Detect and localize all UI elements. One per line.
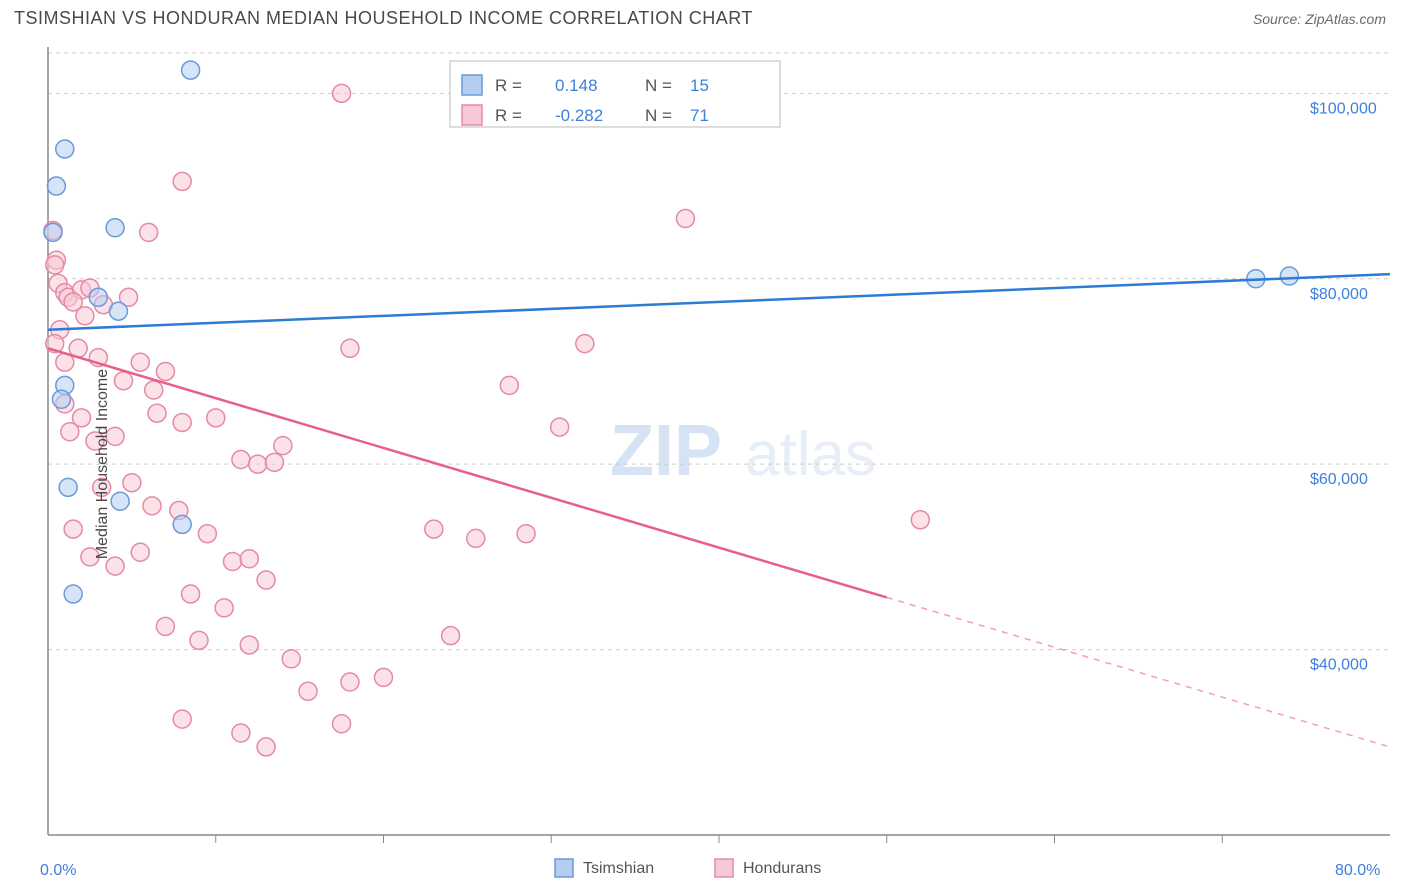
bottom-legend-label: Tsimshian: [583, 860, 654, 877]
chart-source: Source: ZipAtlas.com: [1253, 11, 1386, 27]
scatter-point: [111, 492, 129, 510]
legend-n-value: 15: [690, 76, 709, 95]
x-min-label: 0.0%: [40, 862, 76, 879]
scatter-point: [173, 413, 191, 431]
scatter-point: [375, 668, 393, 686]
scatter-point: [676, 210, 694, 228]
scatter-point: [182, 585, 200, 603]
scatter-point: [341, 339, 359, 357]
scatter-point: [106, 219, 124, 237]
scatter-point: [89, 288, 107, 306]
scatter-point: [145, 381, 163, 399]
y-tick-label: $60,000: [1310, 471, 1368, 488]
scatter-point: [500, 376, 518, 394]
scatter-point: [148, 404, 166, 422]
scatter-point: [1280, 267, 1298, 285]
scatter-point: [44, 223, 62, 241]
legend-swatch: [462, 75, 482, 95]
scatter-point: [215, 599, 233, 617]
scatter-point: [257, 571, 275, 589]
scatter-point: [173, 172, 191, 190]
watermark-zip: ZIP: [610, 411, 722, 491]
scatter-point: [282, 650, 300, 668]
scatter-point: [123, 474, 141, 492]
scatter-point: [207, 409, 225, 427]
bottom-legend-swatch: [715, 859, 733, 877]
scatter-point: [52, 390, 70, 408]
watermark-atlas: atlas: [745, 420, 876, 489]
scatter-point: [467, 529, 485, 547]
scatter-point: [341, 673, 359, 691]
legend-n-value: 71: [690, 106, 709, 125]
scatter-point: [232, 724, 250, 742]
scatter-point: [131, 353, 149, 371]
scatter-point: [274, 437, 292, 455]
scatter-point: [333, 84, 351, 102]
legend-n-label: N =: [645, 76, 672, 95]
scatter-chart: ZIP atlas $40,000 $60,000 $80,000 $100,000 0.0…: [0, 35, 1406, 893]
scatter-point: [299, 682, 317, 700]
y-axis-label: Median Household Income: [94, 369, 112, 559]
source-prefix: Source:: [1253, 11, 1305, 27]
scatter-point: [249, 455, 267, 473]
scatter-point: [425, 520, 443, 538]
legend-r-label: R =: [495, 76, 522, 95]
scatter-point: [56, 140, 74, 158]
scatter-point: [76, 307, 94, 325]
scatter-point: [106, 557, 124, 575]
scatter-point: [173, 710, 191, 728]
scatter-point: [265, 453, 283, 471]
scatter-point: [173, 515, 191, 533]
scatter-point: [156, 617, 174, 635]
scatter-point: [47, 177, 65, 195]
y-tick-label: $40,000: [1310, 657, 1368, 674]
scatter-point: [64, 520, 82, 538]
scatter-point: [232, 451, 250, 469]
scatter-point: [911, 511, 929, 529]
chart-title: TSIMSHIAN VS HONDURAN MEDIAN HOUSEHOLD I…: [14, 8, 753, 29]
scatter-point: [131, 543, 149, 561]
trend-line: [48, 274, 1390, 330]
scatter-point: [198, 525, 216, 543]
legend-n-label: N =: [645, 106, 672, 125]
scatter-point: [140, 223, 158, 241]
scatter-point: [46, 256, 64, 274]
chart-container: Median Household Income ZIP atlas $40,000 $…: [0, 35, 1406, 893]
y-tick-label: $100,000: [1310, 100, 1377, 117]
bottom-legend-label: Hondurans: [743, 860, 821, 877]
bottom-legend-swatch: [555, 859, 573, 877]
scatter-point: [114, 372, 132, 390]
scatter-point: [240, 636, 258, 654]
legend-r-value: -0.282: [555, 106, 603, 125]
scatter-point: [224, 553, 242, 571]
scatter-point: [143, 497, 161, 515]
scatter-point: [240, 550, 258, 568]
scatter-point: [576, 335, 594, 353]
scatter-point: [156, 362, 174, 380]
scatter-point: [333, 715, 351, 733]
scatter-point: [64, 585, 82, 603]
scatter-point: [551, 418, 569, 436]
legend-r-label: R =: [495, 106, 522, 125]
scatter-point: [190, 631, 208, 649]
y-tick-label: $80,000: [1310, 286, 1368, 303]
legend-r-value: 0.148: [555, 76, 598, 95]
chart-header: TSIMSHIAN VS HONDURAN MEDIAN HOUSEHOLD I…: [0, 0, 1406, 35]
scatter-point: [61, 423, 79, 441]
x-max-label: 80.0%: [1335, 862, 1380, 879]
scatter-point: [442, 627, 460, 645]
scatter-point: [257, 738, 275, 756]
source-name: ZipAtlas.com: [1305, 11, 1386, 27]
scatter-point: [517, 525, 535, 543]
scatter-point: [182, 61, 200, 79]
legend-swatch: [462, 105, 482, 125]
scatter-point: [59, 478, 77, 496]
scatter-point: [109, 302, 127, 320]
